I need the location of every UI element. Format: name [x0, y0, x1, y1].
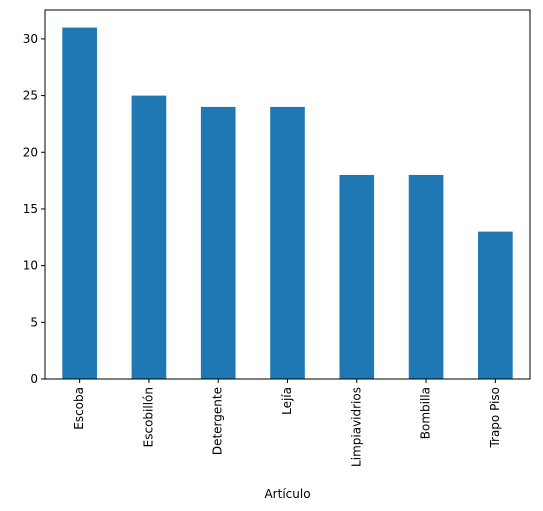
- x-tick-label: Lejía: [280, 387, 294, 415]
- y-tick-label: 5: [30, 315, 38, 329]
- y-tick-label: 20: [23, 145, 38, 159]
- x-tick-label: Bombilla: [419, 387, 433, 439]
- bar-trapo-piso: [478, 231, 513, 379]
- x-axis-title: Artículo: [264, 487, 310, 501]
- x-tick-label: Escoba: [72, 387, 86, 430]
- x-axis: Escoba Escobillón Detergente Lejía Limpiavid…: [72, 379, 502, 467]
- y-tick-label: 10: [23, 259, 38, 273]
- x-tick-label: Detergente: [211, 387, 225, 455]
- bar-limpiavidrios: [339, 174, 375, 379]
- bar-bombilla: [408, 174, 444, 379]
- y-tick-label: 30: [23, 32, 38, 46]
- y-tick-label: 0: [30, 372, 38, 386]
- y-tick-label: 25: [23, 89, 38, 103]
- x-tick-label: Trapo Piso: [488, 387, 502, 449]
- x-tick-label: Escobillón: [141, 387, 155, 447]
- bar-lejía: [270, 106, 305, 379]
- y-axis: 0 5 10 15 20 25 30: [23, 32, 45, 386]
- bars-group: [62, 27, 513, 380]
- bar-escoba: [62, 27, 97, 379]
- y-tick-label: 15: [23, 202, 38, 216]
- bar-escobillón: [131, 95, 167, 380]
- bar-detergente: [200, 106, 236, 379]
- x-tick-label: Limpiavidrios: [349, 387, 363, 467]
